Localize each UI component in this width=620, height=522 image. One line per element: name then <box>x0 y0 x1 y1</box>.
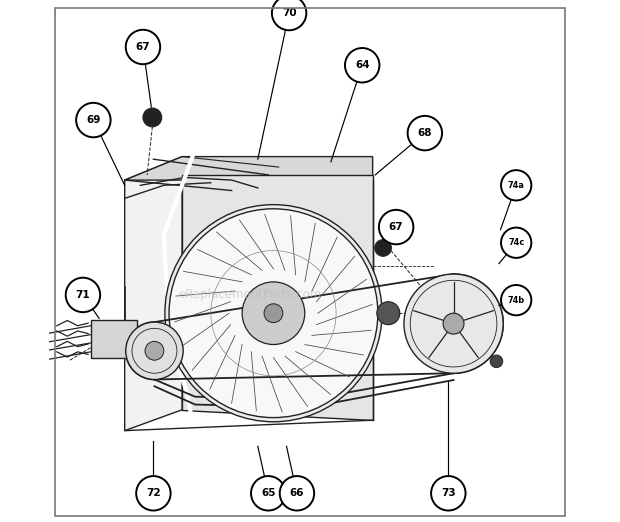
Circle shape <box>407 116 442 150</box>
Text: 65: 65 <box>261 488 275 499</box>
Circle shape <box>136 476 171 511</box>
Circle shape <box>251 476 285 511</box>
Text: 74b: 74b <box>508 295 525 305</box>
Circle shape <box>76 103 110 137</box>
Circle shape <box>501 228 531 258</box>
Text: 69: 69 <box>86 115 100 125</box>
Text: 67: 67 <box>389 222 404 232</box>
Circle shape <box>345 48 379 82</box>
Circle shape <box>404 274 503 373</box>
Circle shape <box>165 205 382 422</box>
Text: eReplacementParts.com: eReplacementParts.com <box>179 289 322 301</box>
Text: 74a: 74a <box>508 181 525 190</box>
Text: 74c: 74c <box>508 238 525 247</box>
Circle shape <box>431 476 466 511</box>
Circle shape <box>443 313 464 334</box>
Text: 68: 68 <box>418 128 432 138</box>
Circle shape <box>374 240 391 256</box>
Text: 66: 66 <box>290 488 304 499</box>
Circle shape <box>377 302 400 325</box>
Circle shape <box>501 285 531 315</box>
Bar <box>91 320 136 358</box>
Circle shape <box>379 210 414 244</box>
Polygon shape <box>125 157 182 431</box>
Text: 71: 71 <box>76 290 91 300</box>
Circle shape <box>490 355 503 367</box>
Text: 64: 64 <box>355 60 370 70</box>
Circle shape <box>501 170 531 200</box>
Circle shape <box>145 341 164 360</box>
Circle shape <box>126 30 160 64</box>
Text: 67: 67 <box>136 42 150 52</box>
Text: 72: 72 <box>146 488 161 499</box>
Circle shape <box>126 322 183 379</box>
Circle shape <box>280 476 314 511</box>
Circle shape <box>169 209 378 418</box>
Circle shape <box>242 282 305 345</box>
Text: 70: 70 <box>282 8 296 18</box>
Circle shape <box>264 304 283 323</box>
Circle shape <box>66 278 100 312</box>
Text: 73: 73 <box>441 488 456 499</box>
Circle shape <box>272 0 306 30</box>
Polygon shape <box>125 157 373 180</box>
Polygon shape <box>182 175 373 420</box>
Circle shape <box>143 108 162 127</box>
